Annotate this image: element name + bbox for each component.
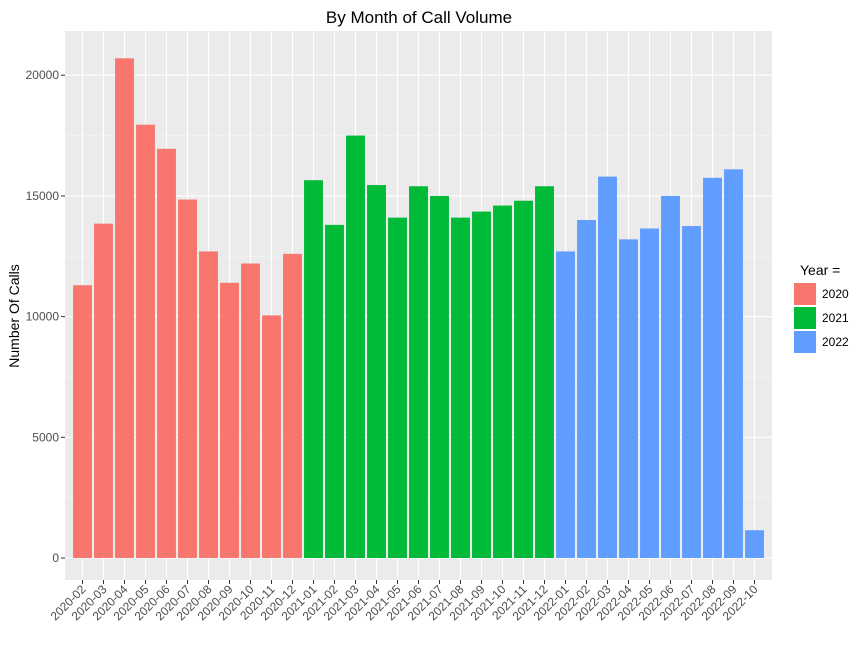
bar-2021-01 xyxy=(304,180,323,558)
bar-2021-05 xyxy=(388,217,407,558)
y-tick-label: 0 xyxy=(52,551,59,565)
y-axis-title: Number Of Calls xyxy=(6,264,22,367)
bar-2020-02 xyxy=(73,285,92,558)
y-tick-label: 15000 xyxy=(26,189,60,203)
bar-2020-08 xyxy=(199,251,218,558)
legend-swatch-2021 xyxy=(794,307,816,329)
chart-title: By Month of Call Volume xyxy=(326,8,512,27)
bar-2022-04 xyxy=(619,239,638,558)
y-tick-label: 10000 xyxy=(26,310,60,324)
plot-panel xyxy=(65,31,772,580)
bar-2020-11 xyxy=(262,315,281,558)
legend-label-2021: 2021 xyxy=(822,311,849,325)
bar-2021-07 xyxy=(430,195,449,558)
bar-2021-08 xyxy=(451,217,470,558)
bar-2020-06 xyxy=(157,148,176,558)
bar-2021-12 xyxy=(535,186,554,558)
bar-2021-10 xyxy=(493,205,512,558)
bar-2020-09 xyxy=(220,282,239,558)
bar-2021-11 xyxy=(514,200,533,559)
bar-2020-05 xyxy=(136,124,155,559)
bar-2022-09 xyxy=(724,169,743,558)
bar-2022-10 xyxy=(745,530,764,558)
bar-2021-06 xyxy=(409,186,428,558)
y-tick-label: 5000 xyxy=(32,430,59,444)
bar-2021-04 xyxy=(367,185,386,558)
legend-swatch-2022 xyxy=(794,331,816,353)
bar-2021-02 xyxy=(325,224,344,558)
bar-2020-07 xyxy=(178,199,197,559)
x-axis: 2020-022020-032020-042020-052020-062020-… xyxy=(48,580,761,623)
bar-2022-01 xyxy=(556,251,575,558)
y-tick-label: 20000 xyxy=(26,68,60,82)
y-axis: 0 5000 10000 15000 20000 xyxy=(26,68,65,565)
bar-2021-03 xyxy=(346,135,365,558)
legend-title: Year = xyxy=(800,262,840,278)
bar-2022-03 xyxy=(598,176,617,559)
bar-2022-05 xyxy=(640,228,659,558)
legend-label-2020: 2020 xyxy=(822,287,849,301)
bar-2020-04 xyxy=(115,58,134,559)
bar-2022-06 xyxy=(661,195,680,558)
bar-2022-02 xyxy=(577,220,596,558)
bar-2020-10 xyxy=(241,263,260,558)
bar-2022-07 xyxy=(682,226,701,558)
bar-2020-12 xyxy=(283,253,302,558)
legend-swatch-2020 xyxy=(794,283,816,305)
bar-2022-08 xyxy=(703,177,722,559)
legend: Year = 2020 2021 2022 xyxy=(794,262,849,353)
bar-2021-09 xyxy=(472,211,491,559)
legend-label-2022: 2022 xyxy=(822,335,849,349)
bar-2020-03 xyxy=(94,223,113,559)
